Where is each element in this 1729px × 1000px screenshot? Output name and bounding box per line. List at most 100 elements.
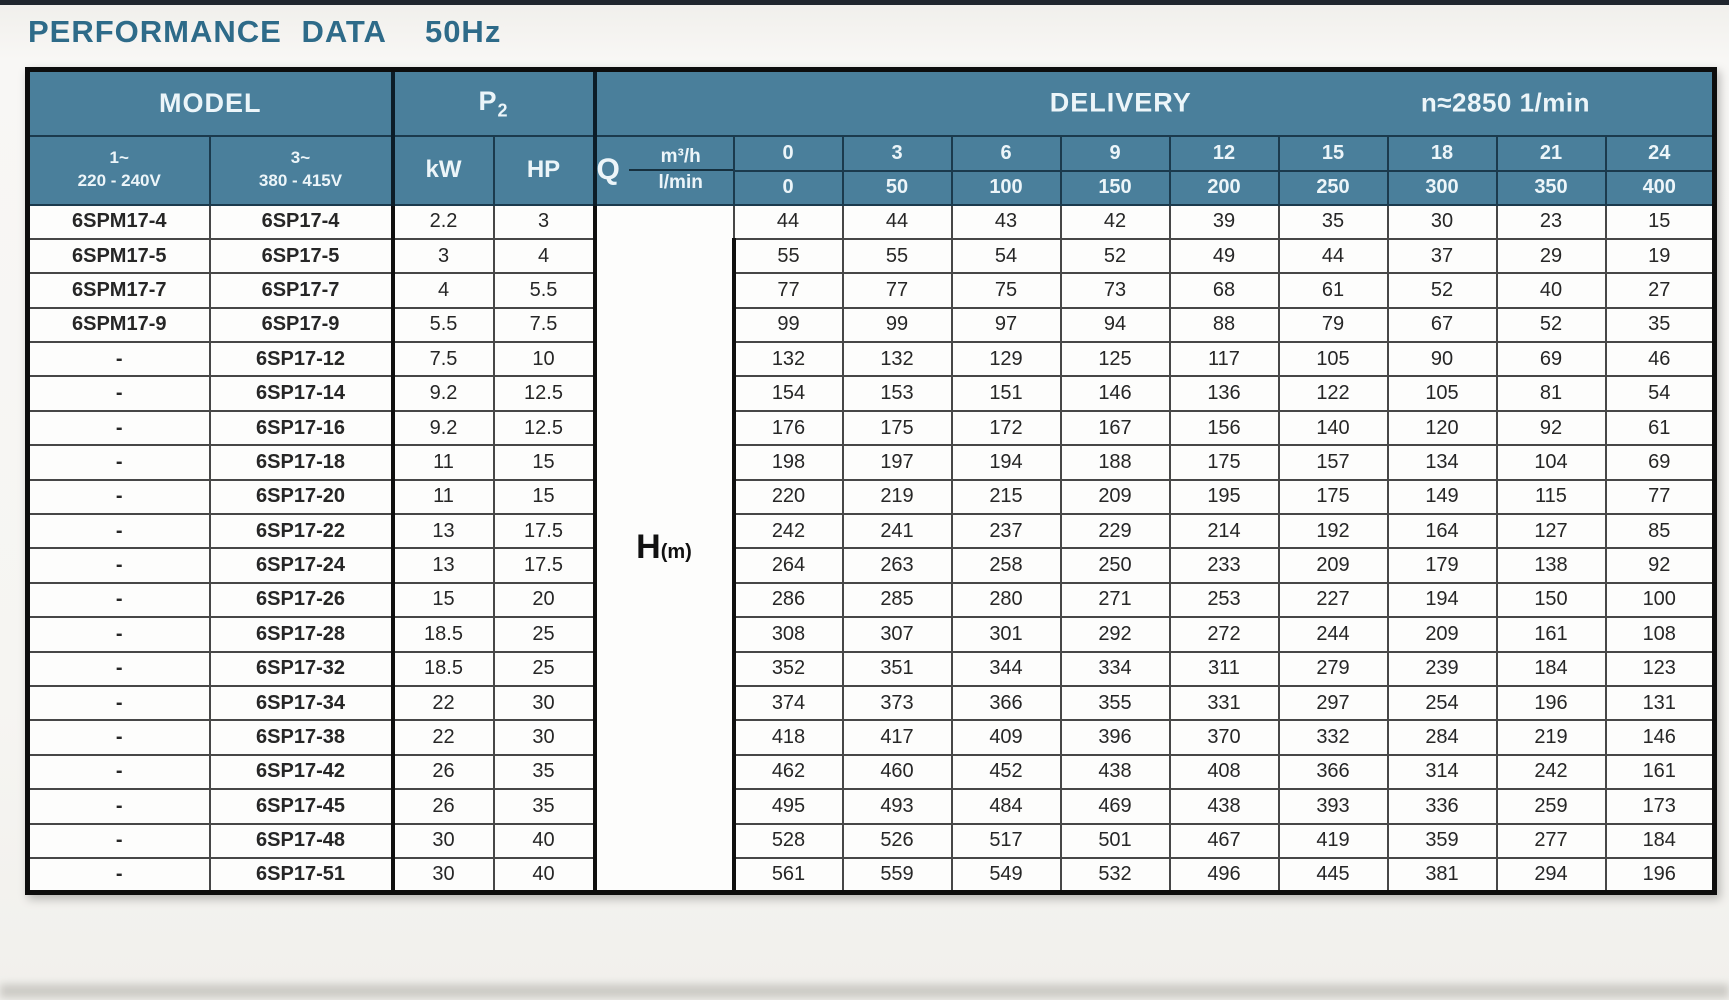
- top-divider: [0, 0, 1729, 5]
- model-single-phase-cell: 6SPM17-5: [26, 237, 211, 275]
- head-value-cell: 438: [1168, 788, 1280, 825]
- head-value-cell: 44: [1277, 237, 1389, 275]
- model-single-phase-cell: -: [26, 616, 211, 653]
- flow-m3h-value: 0: [732, 134, 844, 172]
- head-value-cell: 105: [1386, 375, 1498, 412]
- head-value-cell: 286: [731, 581, 844, 619]
- hp-value-cell: 12.5: [492, 409, 596, 447]
- hp-value-cell: 40: [492, 856, 596, 894]
- head-value-cell: 253: [1168, 581, 1280, 619]
- head-value-cell: 138: [1495, 547, 1607, 584]
- head-value-cell: 54: [950, 237, 1062, 275]
- head-value-cell: 68: [1168, 272, 1280, 309]
- head-value-cell: 194: [1386, 581, 1498, 619]
- single-phase-line1: 1~: [109, 148, 129, 168]
- kw-value-cell: 30: [390, 856, 495, 894]
- hp-value-cell: 12.5: [492, 375, 596, 412]
- hp-value-cell: 30: [492, 719, 596, 756]
- table-row: -6SP17-14 9.2 12.5 154 153 151 146 136 122 105 81 5…: [26, 375, 1716, 412]
- kw-value-cell: 13: [390, 513, 495, 550]
- head-value-cell: 99: [841, 306, 953, 344]
- single-phase-header: 1~ 220 - 240V: [26, 134, 211, 206]
- head-value-cell: 493: [841, 788, 953, 825]
- model-three-phase-cell: 6SP17-16: [208, 409, 394, 447]
- hp-value-cell: 4: [492, 237, 596, 275]
- head-value-cell: 242: [731, 513, 844, 550]
- q-symbol: Q: [596, 153, 620, 186]
- model-single-phase-cell: -: [26, 684, 211, 722]
- head-value-cell: 272: [1168, 616, 1280, 653]
- flow-m3h-value: 6: [950, 134, 1062, 172]
- head-value-cell: 418: [731, 719, 844, 756]
- table-row: -6SP17-42 26 35 462 460 452 438 408 366 314 242 161: [26, 753, 1716, 791]
- head-value-cell: 219: [1495, 719, 1607, 756]
- hp-value-cell: 15: [492, 444, 596, 481]
- flow-lmin-value: 50: [841, 169, 953, 206]
- flow-lmin-value: 400: [1604, 169, 1716, 206]
- head-value-cell: 81: [1495, 375, 1607, 412]
- header-row-flow-lmin: 0 50 100 150 200 250 300 350 400: [28, 169, 1716, 206]
- model-single-phase-cell: -: [26, 478, 211, 516]
- model-single-phase-cell: -: [26, 375, 211, 412]
- head-value-cell: 484: [950, 788, 1062, 825]
- head-value-cell: 179: [1386, 547, 1498, 584]
- head-value-cell: 55: [841, 237, 953, 275]
- head-value-cell: 294: [1495, 856, 1607, 894]
- model-header: MODEL: [26, 68, 394, 137]
- head-value-cell: 370: [1168, 719, 1280, 756]
- model-three-phase-cell: 6SP17-9: [208, 306, 394, 344]
- head-value-cell: 419: [1277, 822, 1389, 859]
- head-value-cell: 146: [1059, 375, 1171, 412]
- head-value-cell: 151: [950, 375, 1062, 412]
- flow-m3h-value: 21: [1495, 134, 1607, 172]
- head-value-cell: 132: [841, 341, 953, 378]
- q-units: m³/h l/min: [628, 145, 733, 195]
- model-three-phase-cell: 6SP17-12: [208, 341, 394, 378]
- model-single-phase-cell: -: [26, 513, 211, 550]
- speed-label: n≈2850 1/min: [1420, 87, 1590, 118]
- head-value-cell: 209: [1386, 616, 1498, 653]
- head-value-cell: 501: [1059, 822, 1171, 859]
- head-value-cell: 44: [732, 203, 844, 240]
- head-value-cell: 35: [1277, 203, 1389, 240]
- kw-value-cell: 15: [390, 581, 495, 619]
- table-row: -6SP17-18 11 15 198 197 194 188 175 157 134 104 69: [26, 444, 1716, 481]
- head-value-cell: 79: [1277, 306, 1389, 344]
- model-three-phase-cell: 6SP17-45: [208, 788, 394, 825]
- head-value-cell: 549: [950, 856, 1062, 894]
- head-value-cell: 184: [1495, 650, 1607, 687]
- head-value-cell: 264: [731, 547, 844, 584]
- model-three-phase-cell: 6SP17-34: [208, 684, 394, 722]
- head-value-cell: 67: [1386, 306, 1498, 344]
- table-row: -6SP17-16 9.2 12.5 176 175 172 167 156 140 120 92 6…: [26, 409, 1716, 447]
- head-value-cell: 44: [841, 203, 953, 240]
- flow-lmin-value: 150: [1059, 169, 1171, 206]
- page-title: PERFORMANCE DATA 50Hz: [28, 14, 501, 50]
- flow-m3h-value: 9: [1059, 134, 1171, 172]
- head-value-cell: 37: [1386, 237, 1498, 275]
- head-value-cell: 90: [1386, 341, 1498, 378]
- model-single-phase-cell: -: [26, 788, 211, 825]
- kw-value-cell: 11: [390, 478, 495, 516]
- head-value-cell: 417: [841, 719, 953, 756]
- head-value-cell: 92: [1495, 409, 1607, 447]
- model-three-phase-cell: 6SP17-7: [208, 272, 394, 309]
- head-value-cell: 462: [731, 753, 844, 791]
- single-phase-line2: 220 - 240V: [77, 171, 161, 190]
- head-value-cell: 77: [841, 272, 953, 309]
- head-value-cell: 39: [1168, 203, 1280, 240]
- model-single-phase-cell: -: [26, 719, 211, 756]
- head-value-cell: 393: [1277, 788, 1389, 825]
- head-value-cell: 73: [1059, 272, 1171, 309]
- table-row: -6SP17-12 7.5 10 132 132 129 125 117 105 90 69 46: [26, 341, 1716, 378]
- head-value-cell: 452: [950, 753, 1062, 791]
- kw-value-cell: 22: [390, 719, 495, 756]
- table-row: -6SP17-51 30 40 561 559 549 532 496 445 381 294 196: [26, 856, 1716, 894]
- hp-value-cell: 30: [492, 684, 596, 722]
- head-value-cell: 559: [841, 856, 953, 894]
- model-single-phase-cell: 6SPM17-9: [26, 306, 211, 344]
- kw-value-cell: 18.5: [390, 650, 495, 687]
- head-value-cell: 27: [1604, 272, 1716, 309]
- hp-value-cell: 25: [492, 616, 596, 653]
- hp-value-cell: 25: [492, 650, 596, 687]
